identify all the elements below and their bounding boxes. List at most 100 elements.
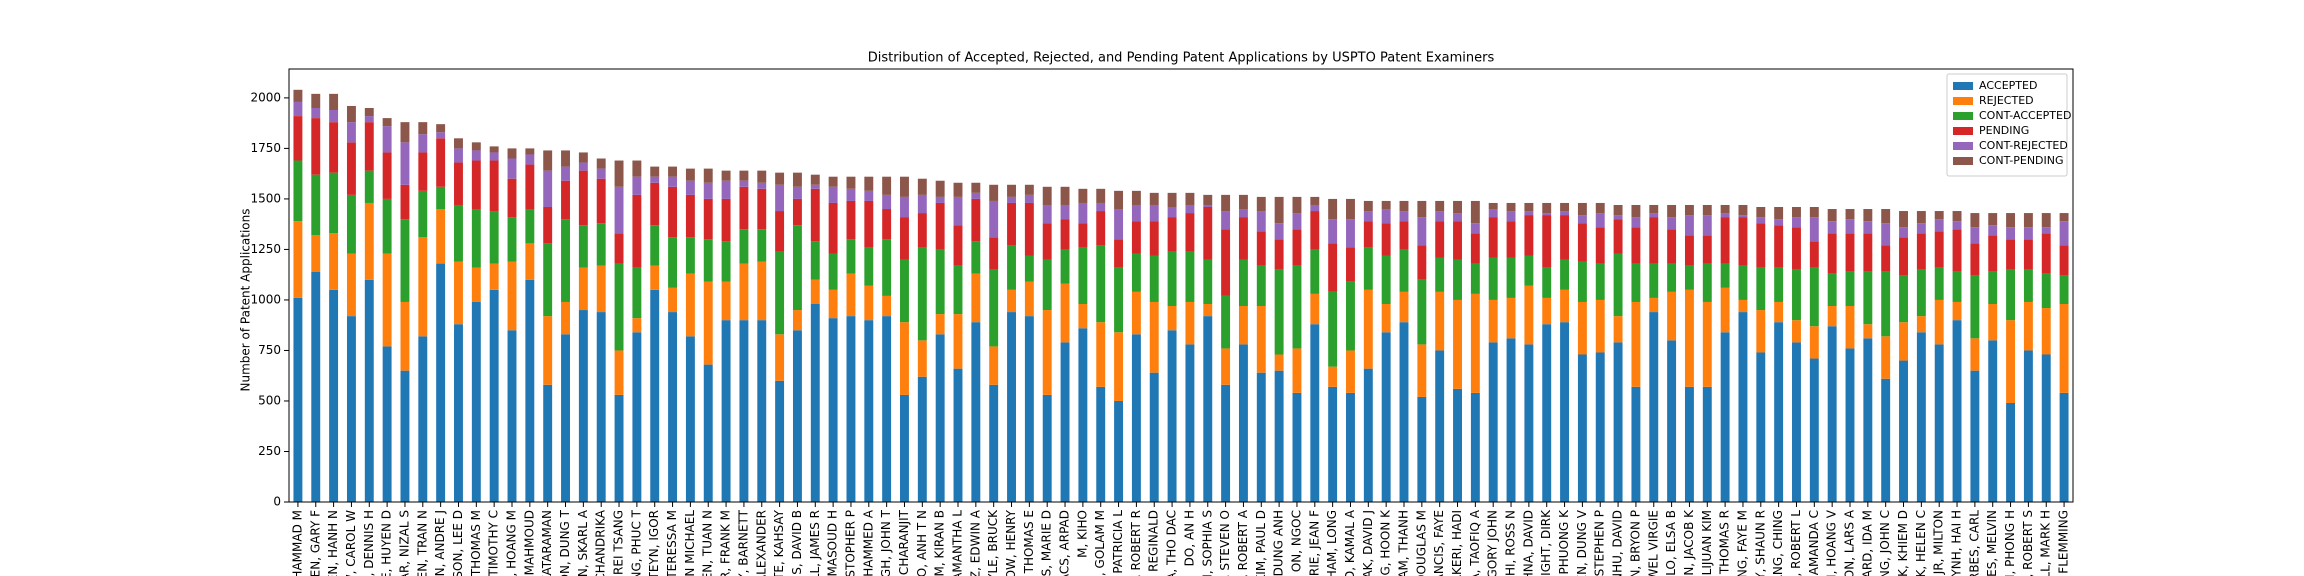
bar-segment bbox=[561, 180, 570, 220]
bar-segment bbox=[1756, 352, 1766, 502]
bar-segment bbox=[1131, 291, 1141, 335]
bar-segment bbox=[1738, 204, 1748, 216]
legend-swatch bbox=[1953, 142, 1973, 150]
bar-segment bbox=[1435, 200, 1445, 212]
bar-segment bbox=[1952, 271, 1962, 302]
x-tick-label: ON, PATRICIA L bbox=[1111, 510, 1125, 576]
x-tick-label: Y, BARNETT bbox=[736, 509, 750, 576]
bar-segment bbox=[1667, 263, 1677, 292]
bar-segment bbox=[1131, 190, 1141, 205]
bar-segment bbox=[471, 267, 481, 302]
bar-segment bbox=[1221, 229, 1231, 296]
bar-segment bbox=[1863, 233, 1873, 272]
bar-segment bbox=[1916, 211, 1926, 224]
bar-segment bbox=[721, 281, 731, 321]
bar-segment bbox=[2041, 273, 2051, 309]
bar-segment bbox=[454, 148, 463, 163]
bar-segment bbox=[1667, 291, 1677, 341]
bar-segment bbox=[1024, 202, 1034, 256]
bar-segment bbox=[1042, 394, 1052, 502]
bar-segment bbox=[1702, 215, 1712, 236]
bar-segment bbox=[454, 204, 463, 262]
bar-segment bbox=[1542, 324, 1552, 502]
bar-segment bbox=[1631, 263, 1641, 302]
x-tick-label: NHU, DAVID bbox=[1611, 510, 1625, 576]
bar-segment bbox=[1863, 221, 1873, 234]
bar-segment bbox=[1988, 271, 1998, 304]
bar-segment bbox=[418, 190, 428, 238]
bar-segment bbox=[1577, 215, 1587, 224]
bar-segment bbox=[846, 200, 856, 240]
bar-segment bbox=[1899, 275, 1908, 323]
bar-segment bbox=[650, 176, 660, 183]
bar-segment bbox=[436, 209, 446, 264]
bar-segment bbox=[1542, 215, 1552, 268]
bar-segment bbox=[2023, 227, 2033, 240]
bar-segment bbox=[507, 148, 517, 159]
bar-segment bbox=[1488, 209, 1498, 218]
legend-label: CONT-REJECTED bbox=[1979, 139, 2068, 152]
bar-segment bbox=[1684, 235, 1694, 266]
bar-segment bbox=[757, 320, 767, 502]
bar-segment bbox=[935, 202, 945, 250]
bar-segment bbox=[1346, 247, 1355, 282]
legend-swatch bbox=[1953, 157, 1973, 165]
bar-segment bbox=[828, 202, 838, 254]
x-tick-label: ZAK, DAVID J bbox=[1361, 510, 1375, 576]
bar-segment bbox=[561, 301, 570, 335]
bar-segment bbox=[525, 148, 535, 155]
bar-segment bbox=[1845, 271, 1855, 307]
bar-segment bbox=[1363, 247, 1373, 290]
bar-segment bbox=[1042, 259, 1052, 311]
bar-segment bbox=[703, 364, 713, 502]
bar-segment bbox=[1078, 223, 1088, 248]
bar-segment bbox=[364, 279, 374, 502]
bar-segment bbox=[1381, 200, 1391, 210]
bar-segment bbox=[1078, 202, 1088, 224]
bar-segment bbox=[382, 253, 392, 347]
bar-segment bbox=[311, 107, 321, 119]
bar-segment bbox=[1381, 255, 1391, 304]
bar-segment bbox=[1542, 202, 1552, 214]
bar-segment bbox=[721, 180, 731, 199]
bar-segment bbox=[1506, 257, 1516, 298]
bar-segment bbox=[1078, 303, 1088, 329]
bar-segment bbox=[1934, 219, 1944, 232]
bar-segment bbox=[1274, 269, 1284, 355]
bar-segment bbox=[1131, 253, 1141, 292]
bar-segment bbox=[1399, 291, 1409, 323]
bar-segment bbox=[1310, 196, 1320, 205]
bar-segment bbox=[810, 184, 820, 189]
bar-segment bbox=[596, 312, 606, 502]
bar-segment bbox=[1363, 211, 1373, 222]
bar-segment bbox=[1310, 324, 1320, 502]
bar-segment bbox=[1774, 301, 1784, 323]
bar-segment bbox=[1310, 249, 1320, 294]
bar-segment bbox=[1899, 227, 1908, 238]
bar-segment bbox=[1702, 301, 1712, 387]
bar-segment bbox=[471, 142, 481, 151]
bar-segment bbox=[525, 154, 535, 165]
bar-segment bbox=[1952, 301, 1962, 321]
x-tick-label: EN, SOPHIA S bbox=[1200, 510, 1214, 576]
bar-segment bbox=[436, 124, 446, 133]
bar-segment bbox=[1417, 279, 1427, 345]
bar-segment bbox=[971, 273, 981, 323]
bar-segment bbox=[1114, 239, 1124, 268]
bar-segment bbox=[1934, 211, 1944, 220]
x-tick-label: M, KIHO bbox=[1075, 510, 1089, 558]
bar-segment bbox=[1506, 297, 1516, 339]
bar-segment bbox=[1328, 366, 1338, 387]
bar-segment bbox=[1185, 204, 1195, 214]
bar-segment bbox=[775, 184, 785, 212]
bar-segment bbox=[1363, 221, 1373, 248]
bar-segment bbox=[792, 186, 802, 199]
x-tick-label: ON, SKARL A bbox=[576, 509, 590, 576]
x-tick-label: YEN, DUNG V bbox=[1575, 509, 1589, 576]
bar-segment bbox=[1881, 378, 1891, 502]
bar-segment bbox=[596, 168, 606, 179]
bar-segment bbox=[525, 164, 535, 210]
bar-segment bbox=[1363, 200, 1373, 212]
x-tick-label: OK, KHIEM D bbox=[1896, 510, 1910, 576]
bar-segment bbox=[1667, 229, 1677, 264]
